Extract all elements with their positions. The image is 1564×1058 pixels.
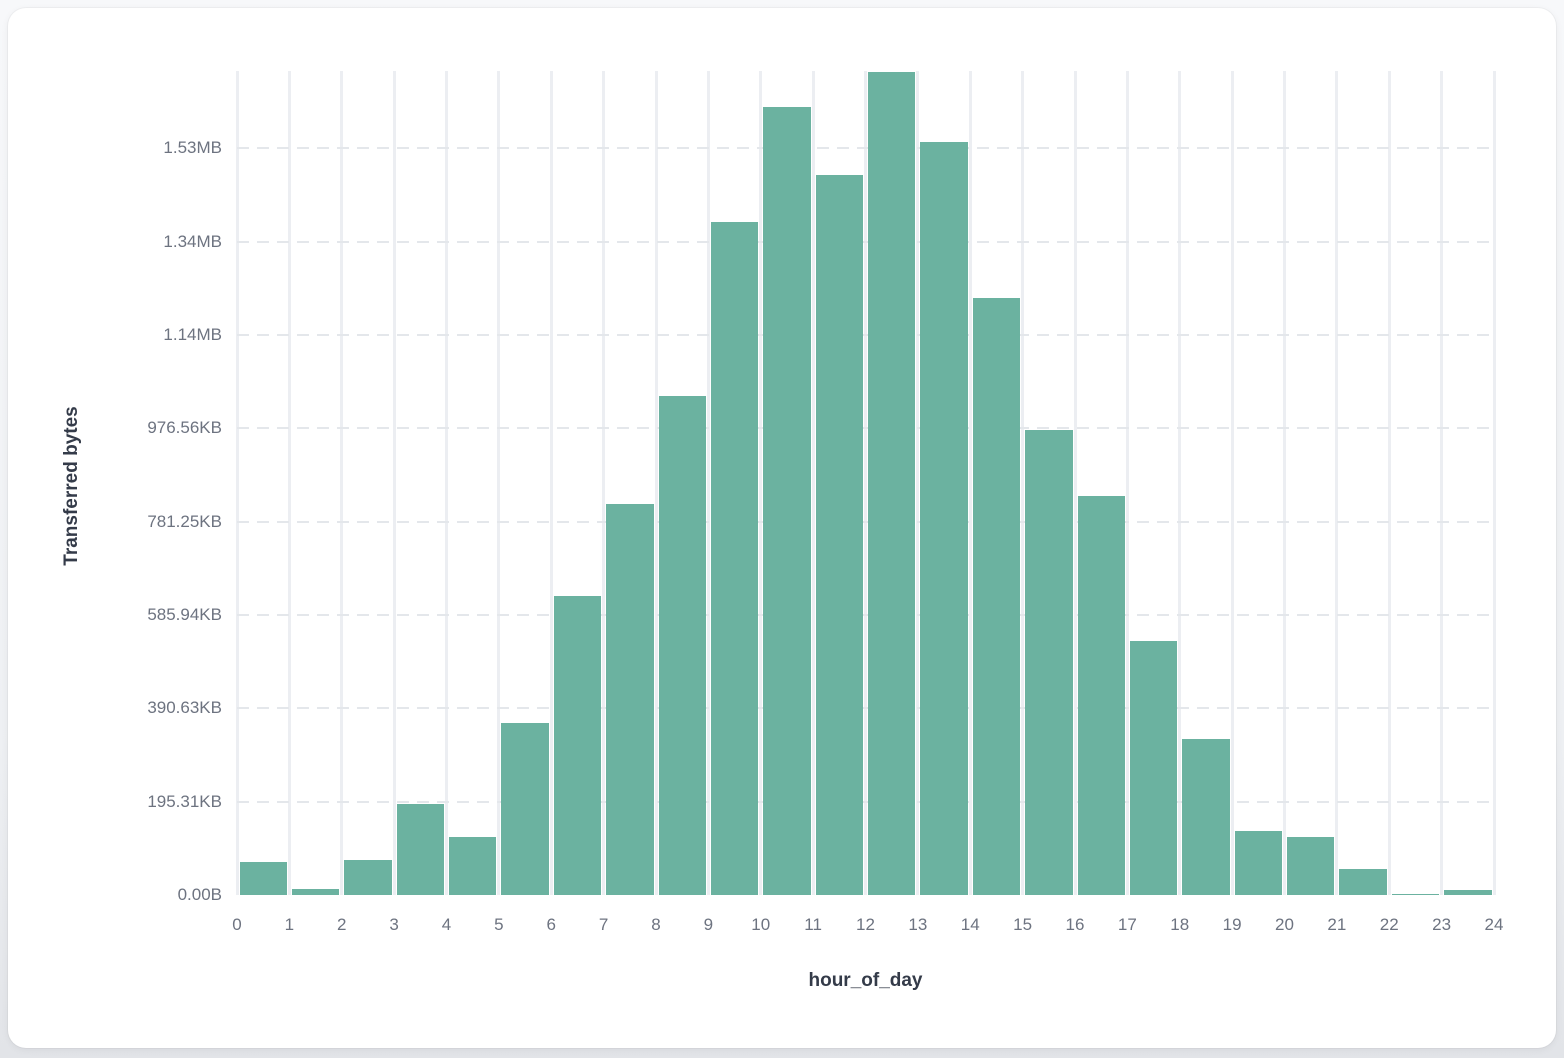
x-tick-label-13: 13 xyxy=(908,915,928,934)
x-tick-label-12: 12 xyxy=(856,915,875,934)
vertical-gridline-13 xyxy=(916,71,920,895)
vertical-gridline-1 xyxy=(287,71,291,895)
x-tick-label-24: 24 xyxy=(1484,915,1504,934)
x-tick-label-1: 1 xyxy=(284,915,295,934)
horizontal-gridline-976.56KB xyxy=(237,427,1494,430)
bar-hour-20[interactable] xyxy=(1287,837,1335,895)
x-tick-label-21: 21 xyxy=(1327,915,1347,934)
vertical-gridline-5 xyxy=(497,71,501,895)
bar-hour-11[interactable] xyxy=(815,175,863,895)
vertical-gridline-12 xyxy=(864,71,867,895)
x-tick-label-5: 5 xyxy=(494,915,504,934)
bar-hour-5[interactable] xyxy=(501,723,549,895)
horizontal-gridline-1.53MB xyxy=(237,147,1494,150)
vertical-gridline-3 xyxy=(392,71,396,895)
bar-hour-4[interactable] xyxy=(449,837,497,895)
horizontal-gridline-1.34MB xyxy=(237,240,1494,243)
vertical-gridline-0 xyxy=(235,71,239,895)
vertical-gridline-20 xyxy=(1283,71,1286,895)
x-tick-label-14: 14 xyxy=(960,915,980,934)
vertical-gridline-23 xyxy=(1440,71,1444,895)
bar-hour-1[interactable] xyxy=(291,888,340,895)
bar-hour-22[interactable] xyxy=(1391,893,1440,895)
x-tick-label-8: 8 xyxy=(651,915,661,934)
y-tick-label-0.00B: 0.00B xyxy=(177,885,222,904)
y-axis-title: Transferred bytes xyxy=(61,406,82,566)
vertical-gridline-19 xyxy=(1230,71,1234,895)
horizontal-gridline-781.25KB xyxy=(237,520,1494,523)
x-tick-label-16: 16 xyxy=(1065,915,1085,934)
bar-hour-17[interactable] xyxy=(1129,640,1178,895)
chart-card: hour_of_day Transferred bytes 0.00B 195.3… xyxy=(8,8,1556,1048)
plot-area xyxy=(235,71,1496,895)
y-tick-label-781.25KB: 781.25KB xyxy=(147,511,222,531)
bar-hour-19[interactable] xyxy=(1234,831,1282,895)
bar-hour-13[interactable] xyxy=(920,142,968,895)
vertical-gridline-10 xyxy=(759,71,763,895)
x-tick-label-17: 17 xyxy=(1117,915,1137,934)
vertical-gridline-4 xyxy=(445,71,448,895)
vertical-gridline-21 xyxy=(1335,71,1339,895)
y-tick-label-195.31KB: 195.31KB xyxy=(147,791,222,811)
bar-hour-23[interactable] xyxy=(1444,889,1492,895)
bar-hour-0[interactable] xyxy=(239,862,287,895)
x-tick-label-15: 15 xyxy=(1013,915,1033,934)
horizontal-gridline-195.31KB xyxy=(237,800,1494,803)
vertical-gridline-18 xyxy=(1178,71,1182,895)
x-axis-title: hour_of_day xyxy=(808,970,923,991)
horizontal-gridline-1.14MB xyxy=(237,334,1494,337)
x-tick-label-3: 3 xyxy=(389,915,399,934)
x-tick-label-23: 23 xyxy=(1432,915,1452,934)
y-tick-label-390.63KB: 390.63KB xyxy=(147,698,222,718)
x-tick-label-10: 10 xyxy=(751,915,771,934)
x-tick-label-0: 0 xyxy=(232,915,242,934)
bar-hour-18[interactable] xyxy=(1182,739,1230,895)
vertical-gridline-6 xyxy=(549,71,553,895)
y-tick-label-976.56KB: 976.56KB xyxy=(147,418,222,438)
x-tick-label-22: 22 xyxy=(1379,915,1399,934)
vertical-gridline-2 xyxy=(340,71,344,895)
bar-hour-21[interactable] xyxy=(1339,868,1387,895)
x-tick-label-19: 19 xyxy=(1222,915,1242,934)
vertical-gridline-8 xyxy=(654,71,658,895)
vertical-gridline-9 xyxy=(706,71,710,895)
x-tick-label-6: 6 xyxy=(546,915,556,934)
bar-hour-12[interactable] xyxy=(868,71,916,895)
bar-hour-15[interactable] xyxy=(1025,430,1073,895)
vertical-gridline-7 xyxy=(602,71,606,895)
bar-hour-14[interactable] xyxy=(972,297,1021,895)
x-tick-label-7: 7 xyxy=(598,915,609,934)
vertical-gridline-24 xyxy=(1492,71,1496,895)
vertical-gridline-17 xyxy=(1125,71,1129,895)
x-tick-label-18: 18 xyxy=(1170,915,1190,934)
bar-hour-6[interactable] xyxy=(553,595,602,895)
y-tick-label-1.14MB: 1.14MB xyxy=(163,325,222,345)
x-tick-label-20: 20 xyxy=(1275,915,1294,934)
horizontal-gridline-585.94KB xyxy=(237,614,1494,617)
y-tick-label-585.94KB: 585.94KB xyxy=(147,605,222,625)
bar-hour-8[interactable] xyxy=(658,396,706,895)
bar-hour-9[interactable] xyxy=(710,222,759,895)
vertical-gridline-16 xyxy=(1073,71,1077,895)
x-tick-label-4: 4 xyxy=(441,915,452,934)
x-tick-label-11: 11 xyxy=(804,915,822,934)
vertical-gridline-15 xyxy=(1021,71,1025,895)
y-tick-label-1.53MB: 1.53MB xyxy=(163,138,222,158)
horizontal-gridline-390.63KB xyxy=(237,707,1494,710)
vertical-gridline-22 xyxy=(1387,71,1391,895)
bar-hour-3[interactable] xyxy=(396,804,444,895)
vertical-gridline-11 xyxy=(811,71,815,895)
x-tick-label-2: 2 xyxy=(337,915,347,934)
y-tick-label-1.34MB: 1.34MB xyxy=(163,231,222,251)
bar-hour-7[interactable] xyxy=(606,504,654,895)
vertical-gridline-14 xyxy=(968,71,972,895)
bar-hour-2[interactable] xyxy=(344,860,392,895)
bar-hour-16[interactable] xyxy=(1077,496,1125,895)
x-tick-label-9: 9 xyxy=(703,915,714,934)
bar-hour-10[interactable] xyxy=(763,107,811,895)
